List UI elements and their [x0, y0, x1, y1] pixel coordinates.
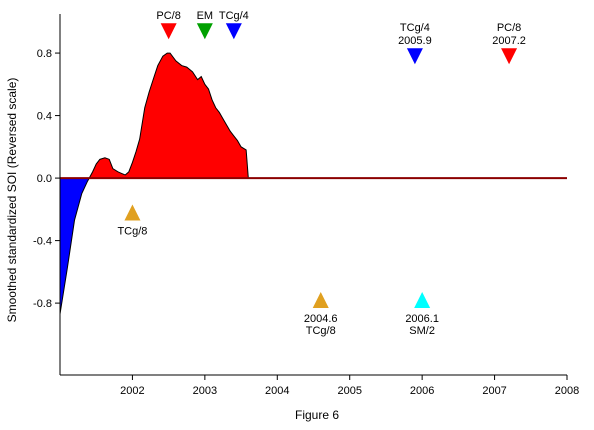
event-markers: PC/8 EM TCg/4TCg/42005.9PC/82007.2TCg/8200… — [117, 10, 525, 337]
y-tick-label: 0.8 — [37, 48, 52, 60]
y-tick-label: -0.8 — [33, 298, 52, 310]
marker-label: PC/8 — [497, 22, 521, 34]
event-marker: TCg/8 — [117, 204, 147, 237]
marker-triangle — [312, 291, 329, 308]
axes: 0.8 0.4 0.0 -0.4 -0.8 2002 2003 2004 2005 2006 200… — [33, 14, 579, 397]
marker-triangle — [225, 23, 242, 40]
event-marker: PC/8 — [156, 10, 181, 40]
marker-triangle — [196, 23, 213, 40]
figure-caption: Figure 6 — [295, 408, 339, 422]
marker-label: TCg/4 — [219, 10, 249, 22]
marker-label: EM — [197, 10, 214, 22]
marker-label: TCg/4 — [400, 22, 430, 34]
plot-area — [59, 52, 567, 315]
event-marker: TCg/4 — [219, 10, 249, 40]
marker-triangle — [501, 48, 518, 65]
marker-label: PC/8 — [156, 10, 180, 22]
y-tick-label: 0.0 — [37, 173, 52, 185]
y-axis-label: Smoothed standardized SOI (Reversed scal… — [5, 78, 19, 323]
x-tick-label: 2006 — [410, 385, 434, 397]
marker-label: TCg/8 — [306, 325, 336, 337]
y-tick-label: 0.4 — [37, 111, 52, 123]
marker-label: TCg/8 — [117, 225, 147, 237]
series-line — [59, 52, 567, 315]
event-marker: EM — [196, 10, 214, 40]
x-tick-label: 2005 — [337, 385, 361, 397]
marker-triangle — [406, 48, 423, 65]
x-tick-label: 2003 — [193, 385, 217, 397]
event-marker: 2006.1SM/2 — [405, 291, 439, 337]
area-positive — [89, 53, 567, 179]
x-tick-label: 2004 — [265, 385, 289, 397]
marker-label: 2007.2 — [492, 35, 526, 47]
marker-label: 2006.1 — [405, 313, 439, 325]
marker-label: 2005.9 — [398, 35, 432, 47]
y-tick-label: -0.4 — [33, 236, 52, 248]
marker-label: 2004.6 — [304, 313, 338, 325]
marker-triangle — [414, 291, 431, 308]
marker-triangle — [160, 23, 177, 40]
x-tick-label: 2008 — [555, 385, 579, 397]
marker-label: SM/2 — [409, 325, 435, 337]
x-tick-label: 2002 — [120, 385, 144, 397]
x-tick-label: 2007 — [482, 385, 506, 397]
marker-triangle — [124, 204, 141, 221]
area-negative — [60, 178, 567, 315]
